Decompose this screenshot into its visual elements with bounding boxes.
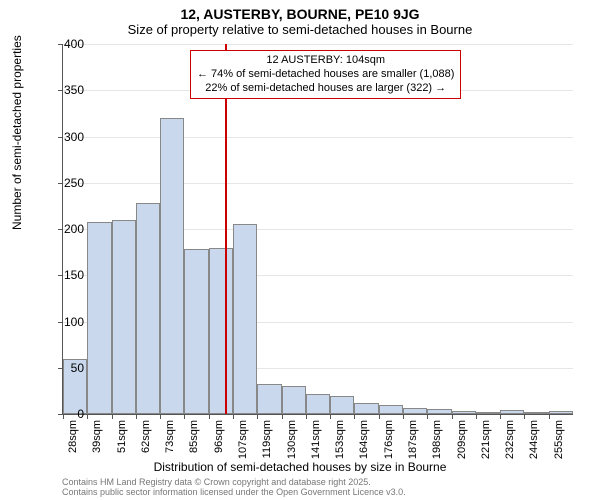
- xtick-label: 187sqm: [407, 420, 419, 459]
- xtick-mark: [257, 414, 258, 419]
- xtick-mark: [476, 414, 477, 419]
- xtick-mark: [549, 414, 550, 419]
- histogram-bar: [257, 384, 281, 414]
- histogram-bar: [452, 411, 476, 414]
- xtick-label: 198sqm: [431, 420, 443, 459]
- plot-area: 28sqm39sqm51sqm62sqm73sqm85sqm96sqm107sq…: [62, 44, 572, 414]
- chart-container: 12, AUSTERBY, BOURNE, PE10 9JG Size of p…: [0, 0, 600, 500]
- ytick-mark: [58, 322, 63, 323]
- ytick-label: 250: [64, 176, 84, 190]
- xtick-mark: [354, 414, 355, 419]
- plot: 28sqm39sqm51sqm62sqm73sqm85sqm96sqm107sq…: [62, 44, 573, 415]
- reference-line: [225, 44, 227, 414]
- histogram-bar: [87, 222, 111, 414]
- y-axis-label: Number of semi-detached properties: [10, 35, 24, 230]
- xtick-label: 176sqm: [383, 420, 395, 459]
- footer-line2: Contains public sector information licen…: [62, 488, 406, 498]
- xtick-mark: [379, 414, 380, 419]
- histogram-bar: [403, 408, 427, 414]
- ytick-mark: [58, 90, 63, 91]
- xtick-mark: [500, 414, 501, 419]
- xtick-label: 62sqm: [140, 420, 152, 453]
- xtick-label: 153sqm: [334, 420, 346, 459]
- xtick-mark: [160, 414, 161, 419]
- ytick-mark: [58, 44, 63, 45]
- xtick-mark: [184, 414, 185, 419]
- ytick-label: 400: [64, 37, 84, 51]
- histogram-bar: [160, 118, 184, 414]
- histogram-bar: [282, 386, 306, 414]
- histogram-bar: [427, 409, 451, 414]
- xtick-mark: [87, 414, 88, 419]
- histogram-bar: [209, 248, 233, 415]
- annotation-line1: 12 AUSTERBY: 104sqm: [197, 54, 454, 68]
- xtick-label: 255sqm: [553, 420, 565, 459]
- xtick-label: 221sqm: [480, 420, 492, 459]
- xtick-mark: [112, 414, 113, 419]
- footer-attribution: Contains HM Land Registry data © Crown c…: [62, 478, 406, 498]
- histogram-bar: [112, 220, 136, 414]
- xtick-mark: [427, 414, 428, 419]
- gridline: [63, 183, 573, 184]
- xtick-label: 73sqm: [164, 420, 176, 453]
- xtick-mark: [63, 414, 64, 419]
- annotation-box: 12 AUSTERBY: 104sqm ← 74% of semi-detach…: [190, 50, 461, 99]
- ytick-label: 350: [64, 83, 84, 97]
- xtick-mark: [330, 414, 331, 419]
- annotation-line2: ← 74% of semi-detached houses are smalle…: [197, 68, 454, 82]
- xtick-mark: [233, 414, 234, 419]
- chart-subtitle: Size of property relative to semi-detach…: [0, 22, 600, 41]
- xtick-label: 39sqm: [91, 420, 103, 453]
- xtick-label: 28sqm: [67, 420, 79, 453]
- xtick-mark: [282, 414, 283, 419]
- xtick-label: 164sqm: [358, 420, 370, 459]
- x-axis-label: Distribution of semi-detached houses by …: [0, 460, 600, 474]
- histogram-bar: [136, 203, 160, 414]
- ytick-label: 150: [64, 268, 84, 282]
- histogram-bar: [549, 411, 573, 414]
- ytick-mark: [58, 229, 63, 230]
- histogram-bar: [184, 249, 208, 414]
- ytick-label: 0: [77, 407, 84, 421]
- histogram-bar: [524, 412, 548, 414]
- xtick-mark: [136, 414, 137, 419]
- histogram-bar: [330, 396, 354, 415]
- histogram-bar: [354, 403, 378, 414]
- ytick-mark: [58, 183, 63, 184]
- histogram-bar: [500, 410, 524, 414]
- xtick-mark: [403, 414, 404, 419]
- xtick-label: 85sqm: [188, 420, 200, 453]
- xtick-label: 96sqm: [213, 420, 225, 453]
- xtick-label: 107sqm: [237, 420, 249, 459]
- xtick-label: 141sqm: [310, 420, 322, 459]
- annotation-line3: 22% of semi-detached houses are larger (…: [197, 82, 454, 96]
- gridline: [63, 137, 573, 138]
- histogram-bar: [233, 224, 257, 414]
- xtick-label: 119sqm: [261, 420, 273, 458]
- ytick-label: 100: [64, 315, 84, 329]
- histogram-bar: [379, 405, 403, 414]
- ytick-label: 200: [64, 222, 84, 236]
- xtick-mark: [524, 414, 525, 419]
- xtick-mark: [209, 414, 210, 419]
- ytick-mark: [58, 275, 63, 276]
- gridline: [63, 44, 573, 45]
- ytick-label: 50: [71, 361, 84, 375]
- xtick-label: 232sqm: [504, 420, 516, 459]
- xtick-label: 51sqm: [116, 420, 128, 453]
- ytick-label: 300: [64, 130, 84, 144]
- histogram-bar: [476, 412, 500, 414]
- ytick-mark: [58, 137, 63, 138]
- xtick-label: 209sqm: [456, 420, 468, 459]
- xtick-mark: [306, 414, 307, 419]
- xtick-label: 244sqm: [528, 420, 540, 459]
- xtick-label: 130sqm: [286, 420, 298, 459]
- chart-title: 12, AUSTERBY, BOURNE, PE10 9JG: [0, 0, 600, 22]
- xtick-mark: [452, 414, 453, 419]
- histogram-bar: [306, 394, 330, 414]
